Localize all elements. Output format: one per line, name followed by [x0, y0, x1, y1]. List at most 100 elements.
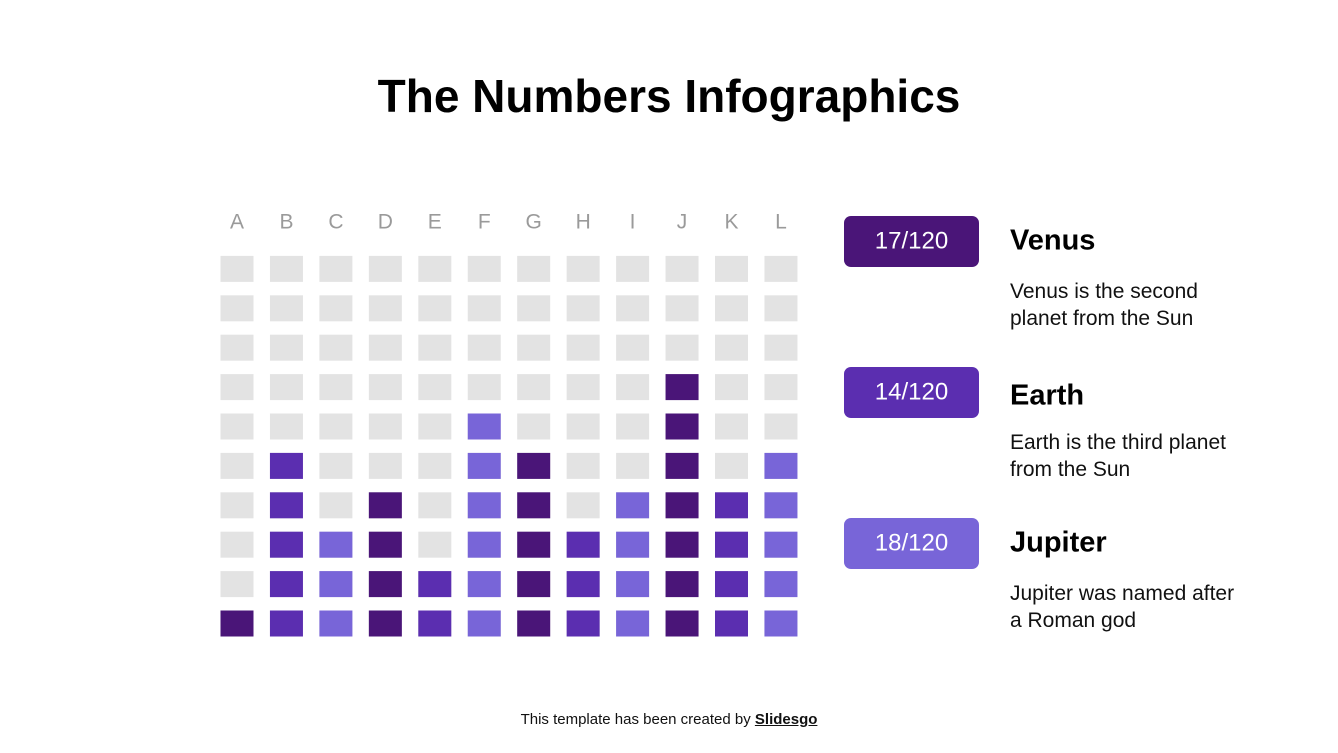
empty-cell	[566, 334, 600, 361]
empty-cell	[418, 374, 452, 401]
empty-cell	[616, 452, 650, 479]
filled-cell	[368, 610, 402, 637]
filled-column	[418, 571, 452, 637]
total-label: 17/120	[875, 227, 948, 254]
filled-cell	[517, 610, 551, 637]
empty-cell	[467, 334, 501, 361]
empty-cell	[467, 255, 501, 282]
filled-cell	[715, 531, 748, 558]
filled-column	[665, 374, 699, 637]
filled-cell	[665, 610, 699, 637]
empty-cell	[220, 334, 254, 361]
column-label: G	[526, 211, 542, 234]
empty-cell	[319, 374, 353, 401]
footer-text: This template has been created by	[520, 711, 751, 728]
filled-cell	[368, 492, 402, 519]
empty-cell	[368, 413, 402, 440]
filled-cell	[764, 610, 798, 637]
filled-cell	[467, 531, 501, 558]
filled-cell	[517, 571, 551, 598]
filled-cell	[269, 452, 303, 479]
empty-cell	[220, 571, 254, 598]
filled-cell	[665, 413, 699, 440]
filled-cell	[665, 571, 699, 598]
filled-column	[319, 531, 353, 637]
filled-column	[269, 452, 303, 637]
empty-cell	[319, 452, 353, 479]
empty-cell	[418, 452, 452, 479]
filled-cell	[616, 610, 650, 637]
empty-cell	[418, 295, 452, 322]
filled-cell	[418, 571, 452, 598]
empty-cell	[319, 492, 353, 519]
filled-cell	[368, 531, 402, 558]
filled-column	[764, 452, 798, 637]
empty-cell	[715, 334, 748, 361]
series-name: Venus	[1010, 225, 1095, 257]
empty-cell	[566, 374, 600, 401]
empty-cell	[220, 531, 254, 558]
filled-cell	[764, 571, 798, 598]
column-label: J	[677, 211, 688, 234]
empty-cell	[665, 295, 699, 322]
series-description: Venus is the second planet from the Sun	[1010, 280, 1198, 330]
column-label: C	[328, 211, 343, 234]
filled-column	[616, 492, 650, 637]
column-label: A	[230, 211, 244, 234]
filled-cell	[566, 571, 600, 598]
total-badge	[844, 518, 979, 569]
empty-cell	[368, 295, 402, 322]
column-label: E	[428, 211, 442, 234]
footer-link[interactable]: Slidesgo	[754, 711, 818, 728]
empty-cell	[616, 334, 650, 361]
filled-cell	[616, 492, 650, 519]
series-description: Earth is the third planet from the Sun	[1010, 431, 1226, 481]
empty-cell	[566, 255, 600, 282]
empty-cell	[467, 374, 501, 401]
chart-title: The Numbers Infographics	[378, 70, 961, 122]
footer: This template has been created by Slides…	[0, 711, 1338, 728]
empty-cell	[220, 413, 254, 440]
empty-cell	[566, 492, 600, 519]
empty-cell	[269, 255, 303, 282]
series-description: Jupiter was named after a Roman god	[1010, 582, 1235, 632]
empty-cell	[665, 255, 699, 282]
empty-cell	[368, 374, 402, 401]
filled-cell	[467, 452, 501, 479]
filled-column	[368, 492, 402, 637]
empty-cell	[418, 492, 452, 519]
empty-cell	[616, 295, 650, 322]
empty-cell	[764, 255, 798, 282]
empty-cell	[566, 452, 600, 479]
empty-cell	[764, 413, 798, 440]
filled-cell	[269, 492, 303, 519]
filled-column	[467, 413, 501, 637]
filled-cell	[467, 571, 501, 598]
filled-cell	[665, 452, 699, 479]
empty-cell	[319, 334, 353, 361]
filled-cell	[319, 571, 353, 598]
column-label: H	[576, 211, 591, 234]
total-badge	[844, 216, 979, 267]
filled-cell	[665, 531, 699, 558]
filled-cell	[764, 492, 798, 519]
filled-column	[517, 452, 551, 637]
filled-cell	[368, 571, 402, 598]
column-label: K	[724, 211, 738, 234]
filled-cell	[616, 571, 650, 598]
empty-cell	[269, 295, 303, 322]
empty-cell	[368, 452, 402, 479]
filled-cell	[418, 610, 452, 637]
empty-cell	[269, 374, 303, 401]
empty-cell	[517, 255, 551, 282]
empty-cell	[269, 413, 303, 440]
empty-cell	[616, 374, 650, 401]
filled-cell	[715, 610, 748, 637]
filled-cell	[517, 531, 551, 558]
total-badge	[844, 367, 979, 418]
filled-cell	[269, 531, 303, 558]
empty-cell	[715, 255, 748, 282]
filled-cell	[715, 571, 748, 598]
empty-cell	[418, 255, 452, 282]
